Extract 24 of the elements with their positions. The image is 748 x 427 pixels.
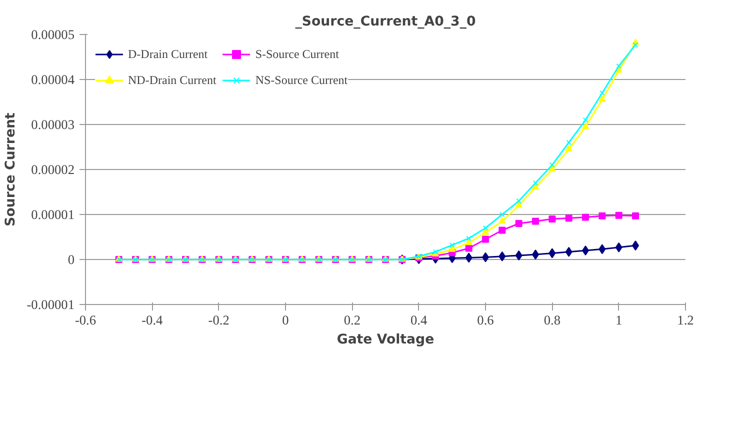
x-tick-label: -0.6 — [74, 312, 96, 328]
x-tick-label: 0.6 — [477, 312, 494, 328]
x-tick-label: 0.2 — [344, 312, 361, 328]
chart-title: _Source_Current_A0_3_0 — [295, 14, 476, 30]
legend-label: D-Drain Current — [128, 46, 208, 62]
y-tick-label: 0.00004 — [31, 72, 75, 87]
x-tick-label: 1 — [616, 312, 622, 328]
y-tick-label: -0.00001 — [26, 297, 75, 312]
y-axis-title: Source Current — [4, 112, 19, 226]
y-tick-label: 0.00003 — [31, 117, 75, 132]
x-tick-label: 0 — [282, 312, 290, 328]
legend-label: ND-Drain Current — [128, 72, 216, 88]
legend-label: NS-Source Current — [255, 72, 348, 88]
y-tick-label: 0 — [68, 252, 75, 267]
legend-label: S-Source Current — [255, 46, 339, 62]
x-tick-label: 1.2 — [677, 312, 694, 328]
y-tick-label: 0.00001 — [31, 207, 75, 222]
x-tick-label: -0.2 — [208, 312, 230, 328]
x-axis-title: Gate Voltage — [336, 332, 434, 348]
x-tick-label: 0.8 — [544, 312, 561, 328]
x-tick-label: -0.4 — [142, 312, 164, 328]
y-tick-label: 0.00002 — [31, 162, 75, 177]
y-tick-label: 0.00005 — [31, 27, 75, 42]
x-tick-label: 0.4 — [410, 312, 428, 328]
